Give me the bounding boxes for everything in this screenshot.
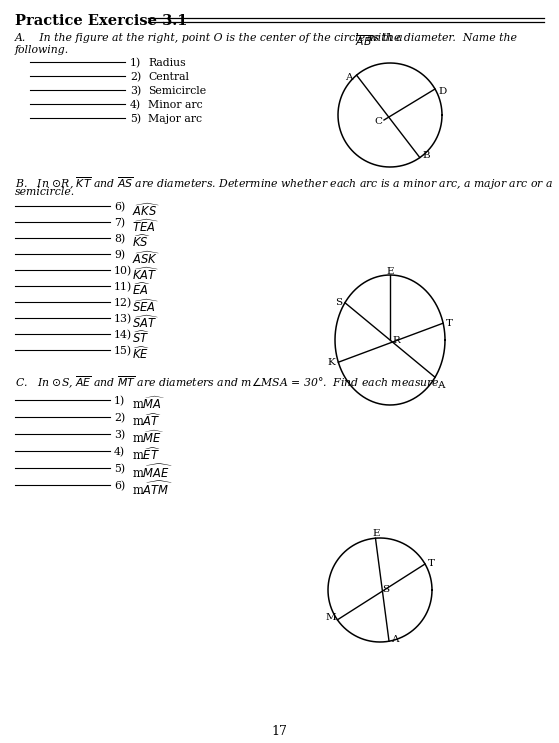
Text: $\widehat{SEA}$: $\widehat{SEA}$ [132,298,159,315]
Text: semicircle.: semicircle. [15,187,75,197]
Text: A.    In the figure at the right, point O is the center of the circle with a: A. In the figure at the right, point O i… [15,33,404,43]
Text: m$\widehat{MA}$: m$\widehat{MA}$ [132,396,165,412]
Text: $\widehat{KE}$: $\widehat{KE}$ [132,346,150,363]
Text: Central: Central [148,72,189,82]
Text: 11): 11) [114,282,132,292]
Text: B: B [423,151,430,160]
Text: 6): 6) [114,202,125,212]
Text: Semicircle: Semicircle [148,86,206,96]
Text: 10): 10) [114,266,132,276]
Text: E: E [386,267,394,276]
Text: T: T [428,559,435,568]
Text: 9): 9) [114,250,125,260]
Text: D: D [438,86,446,96]
Text: $\widehat{ASK}$: $\widehat{ASK}$ [132,250,160,267]
Text: R: R [392,336,400,345]
Text: 6): 6) [114,481,125,491]
Text: m$\widehat{ATM}$: m$\widehat{ATM}$ [132,481,173,498]
Text: 14): 14) [114,330,132,340]
Text: following.: following. [15,45,69,55]
Text: 17: 17 [271,725,287,738]
Text: 2): 2) [114,413,125,424]
Text: C: C [374,117,382,126]
Text: $\widehat{KAT}$: $\widehat{KAT}$ [132,266,159,283]
Text: 13): 13) [114,314,132,324]
Text: $\widehat{AKS}$: $\widehat{AKS}$ [132,202,160,219]
Text: Minor arc: Minor arc [148,100,202,110]
Text: 4): 4) [130,100,141,110]
Text: 5): 5) [130,114,141,124]
Text: $\widehat{EA}$: $\widehat{EA}$ [132,282,151,299]
Text: 2): 2) [130,72,141,82]
Text: A: A [437,381,444,390]
Text: E: E [372,529,380,538]
Text: m$\widehat{MAE}$: m$\widehat{MAE}$ [132,464,173,481]
Text: C.   In $\odot$S, $\overline{AE}$ and $\overline{MT}$ are diameters and m$\angle: C. In $\odot$S, $\overline{AE}$ and $\ov… [15,375,443,392]
Text: 1): 1) [130,58,141,68]
Text: m$\widehat{AT}$: m$\widehat{AT}$ [132,413,162,429]
Text: Major arc: Major arc [148,114,202,124]
Text: T: T [446,319,453,328]
Text: S: S [335,298,342,307]
Text: $\overline{AB}$: $\overline{AB}$ [355,33,372,48]
Text: 4): 4) [114,447,125,457]
Text: 12): 12) [114,298,132,308]
Text: K: K [328,357,335,367]
Text: 5): 5) [114,464,125,474]
Text: 8): 8) [114,234,125,244]
Text: as the diameter.  Name the: as the diameter. Name the [367,33,517,43]
Text: m$\widehat{ME}$: m$\widehat{ME}$ [132,430,164,447]
Text: Practice Exercise 3.1: Practice Exercise 3.1 [15,14,187,28]
Text: 3): 3) [114,430,125,441]
Text: m$\widehat{ET}$: m$\widehat{ET}$ [132,447,160,464]
Text: $\widehat{TEA}$: $\widehat{TEA}$ [132,218,159,235]
Text: 7): 7) [114,218,125,228]
Text: A: A [391,635,399,644]
Text: 15): 15) [114,346,132,357]
Text: $\widehat{KS}$: $\widehat{KS}$ [132,234,150,250]
Text: B.   In $\odot$R, $\overline{KT}$ and $\overline{AS}$ are diameters. Determine w: B. In $\odot$R, $\overline{KT}$ and $\ov… [15,175,553,192]
Text: M: M [325,613,336,622]
Text: 3): 3) [130,86,141,97]
Text: A: A [344,73,352,82]
Text: $\widehat{SAT}$: $\widehat{SAT}$ [132,314,159,331]
Text: 1): 1) [114,396,125,406]
Text: S: S [382,585,389,594]
Text: Radius: Radius [148,58,186,68]
Text: $\widehat{ST}$: $\widehat{ST}$ [132,330,150,346]
